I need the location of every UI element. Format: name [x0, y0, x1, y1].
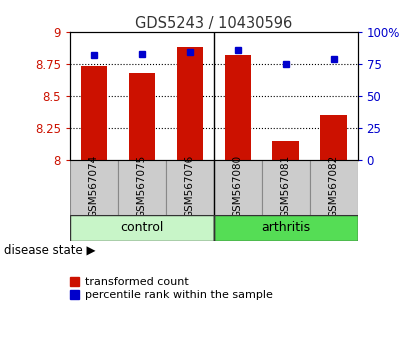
Bar: [214, 215, 358, 241]
Bar: [262, 160, 309, 215]
Bar: [177, 47, 203, 160]
Bar: [224, 55, 251, 160]
Text: disease state ▶: disease state ▶: [4, 243, 96, 256]
Text: GSM567080: GSM567080: [233, 155, 242, 218]
Title: GDS5243 / 10430596: GDS5243 / 10430596: [135, 16, 292, 31]
Bar: [321, 115, 347, 160]
Bar: [70, 160, 118, 215]
Bar: [118, 160, 166, 215]
Bar: [214, 160, 262, 215]
Bar: [272, 141, 299, 160]
Text: GSM567081: GSM567081: [281, 155, 291, 218]
Text: GSM567075: GSM567075: [137, 155, 147, 218]
Text: arthritis: arthritis: [261, 222, 310, 234]
Legend: transformed count, percentile rank within the sample: transformed count, percentile rank withi…: [70, 277, 272, 300]
Bar: [129, 73, 155, 160]
Bar: [166, 160, 214, 215]
Text: GSM567082: GSM567082: [329, 155, 339, 218]
Bar: [309, 160, 358, 215]
Text: GSM567076: GSM567076: [185, 155, 195, 218]
Bar: [81, 67, 107, 160]
Text: GSM567074: GSM567074: [89, 155, 99, 218]
Bar: [70, 215, 214, 241]
Text: control: control: [120, 222, 164, 234]
